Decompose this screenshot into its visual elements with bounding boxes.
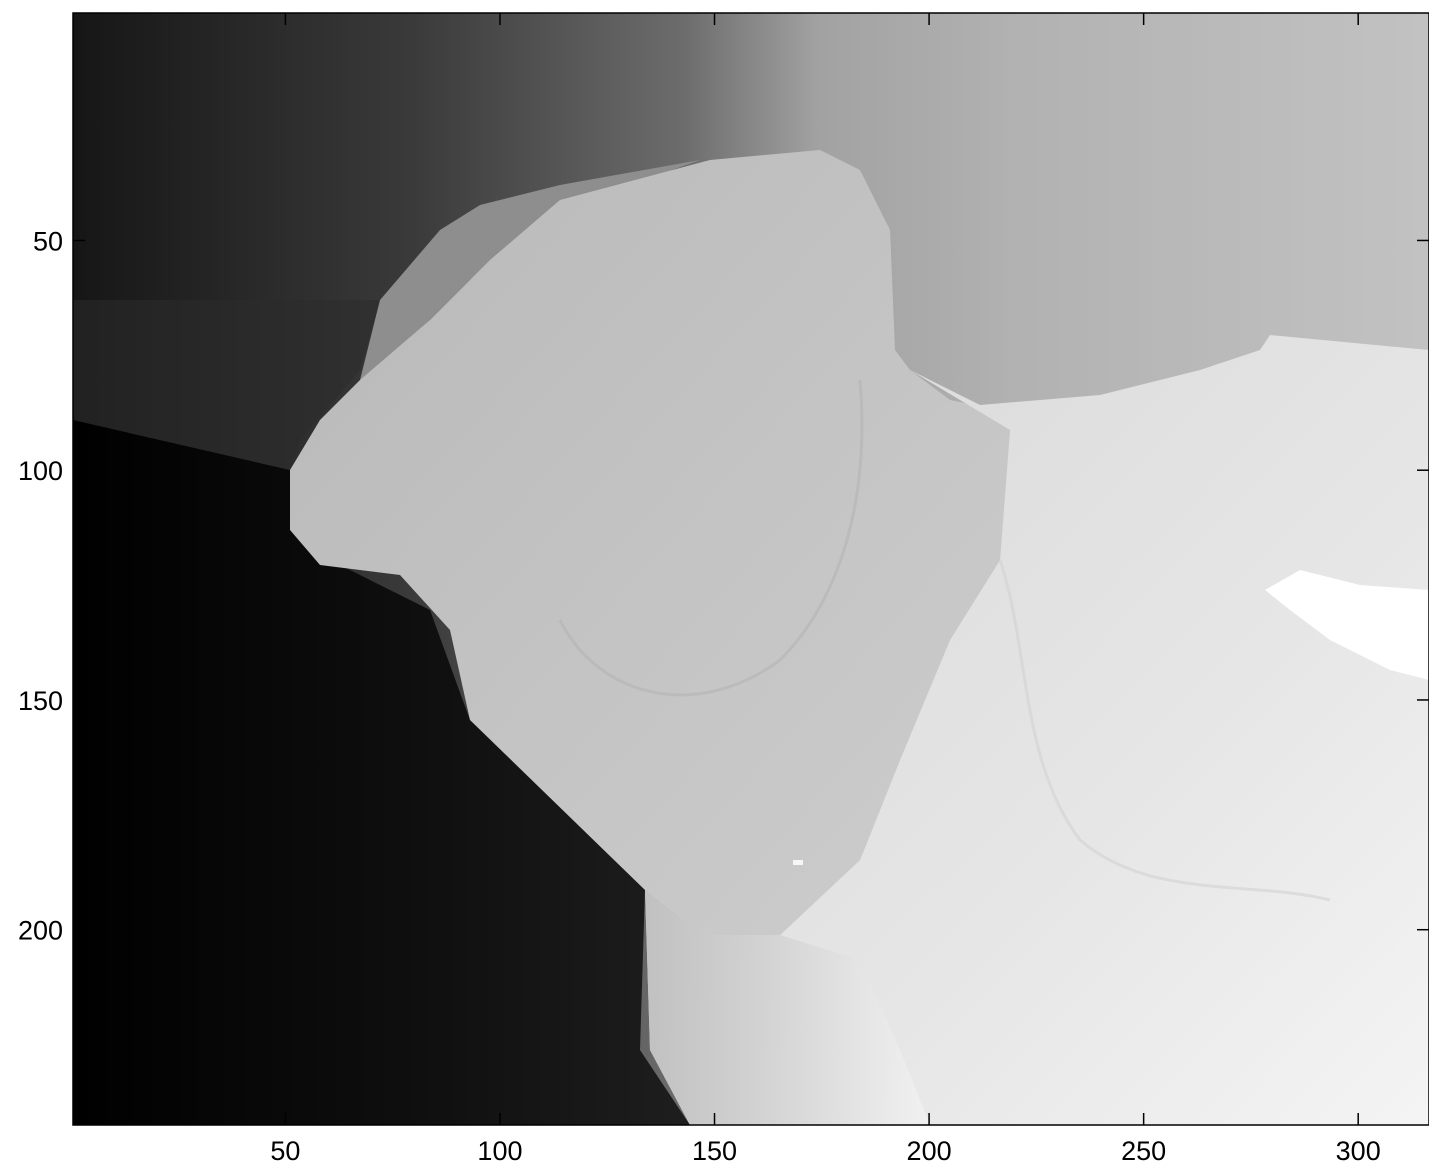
y-tick-label: 200	[18, 916, 63, 946]
x-tick-label: 300	[1336, 1136, 1381, 1166]
dark-region	[73, 300, 690, 1125]
y-tick-label: 100	[18, 456, 63, 486]
x-tick-label: 100	[477, 1136, 522, 1166]
lower-region	[645, 890, 930, 1125]
axes-frame	[72, 12, 1429, 1126]
axes: 50 100 150 200 250 300 50 100 150 200	[18, 12, 1429, 1166]
head-region	[290, 150, 1010, 935]
y-tick-label: 50	[33, 226, 63, 256]
x-tick-label: 50	[270, 1136, 300, 1166]
heatmap-image	[73, 13, 1429, 1125]
bright-speck	[793, 860, 803, 865]
upper-left-band	[73, 13, 380, 470]
x-ticks: 50 100 150 200 250 300	[270, 13, 1381, 1166]
highlight-region	[1265, 570, 1429, 680]
y-tick-label: 150	[18, 686, 63, 716]
body-region	[645, 335, 1429, 1125]
y-ticks: 50 100 150 200	[18, 226, 1429, 946]
body-contour	[998, 559, 1331, 902]
x-tick-label: 150	[692, 1136, 737, 1166]
head-rim	[360, 160, 700, 380]
x-tick-label: 200	[907, 1136, 952, 1166]
x-tick-label: 250	[1121, 1136, 1166, 1166]
head-contour	[558, 379, 864, 697]
